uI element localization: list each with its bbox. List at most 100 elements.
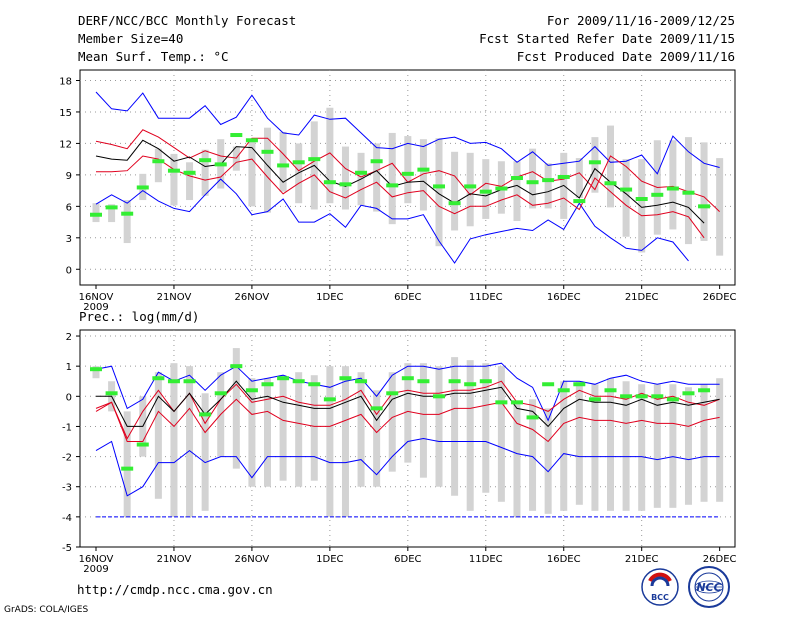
- panel-title: Prec.: log(mm/d): [79, 309, 199, 324]
- y-tick-label: 18: [59, 76, 72, 87]
- spread-box: [591, 137, 599, 193]
- spread-box: [123, 200, 131, 244]
- temperature-panel: 0 3 6 9 12 15 18 16NOV 21NOV 26NOV 1DEC 6DEC 11DEC 16…: [59, 69, 737, 313]
- spread-box: [232, 348, 240, 469]
- spread-box: [529, 399, 537, 511]
- observed-marker: [495, 186, 508, 191]
- header-started-date: Fcst Started Refer Date 2009/11/15: [479, 31, 735, 46]
- y-tick-label: -2: [62, 453, 72, 464]
- x-tick-label: 21DEC: [625, 554, 659, 565]
- ncc-logo-text: NCC: [696, 581, 721, 594]
- observed-marker: [526, 415, 539, 420]
- spread-box: [341, 146, 349, 210]
- observed-marker: [136, 185, 149, 190]
- spread-box: [388, 372, 396, 472]
- observed-marker: [479, 189, 492, 194]
- spread-box: [684, 387, 692, 505]
- y-tick-label: -3: [62, 483, 72, 494]
- observed-marker: [152, 376, 165, 381]
- y-tick-label: -5: [62, 543, 72, 554]
- observed-marker: [277, 163, 290, 168]
- precipitation-panel: -5 -4 -3 -2 -1 0 1 2 16NOV 21NOV 26NOV 1DEC 6DEC 11DE…: [62, 309, 737, 575]
- observed-marker: [666, 397, 679, 402]
- x-tick-label: 16DEC: [547, 292, 581, 303]
- x-tick-label: 21DEC: [625, 292, 659, 303]
- observed-marker: [370, 406, 383, 411]
- x-tick-label: 26DEC: [703, 554, 737, 565]
- observed-marker: [230, 133, 243, 138]
- observed-marker: [245, 388, 258, 393]
- spread-box: [575, 381, 583, 505]
- spread-box: [123, 411, 131, 517]
- observed-marker: [573, 199, 586, 204]
- spread-box: [326, 366, 334, 517]
- observed-marker: [261, 149, 274, 154]
- ensemble-mean-line: [95, 139, 705, 224]
- header-produced-date: Fcst Produced Date 2009/11/16: [516, 49, 735, 64]
- observed-marker: [526, 180, 539, 185]
- observed-marker: [199, 412, 212, 417]
- observed-marker: [604, 388, 617, 393]
- observed-marker: [292, 160, 305, 165]
- observed-marker: [682, 190, 695, 195]
- bcc-logo-text: BCC: [651, 593, 669, 602]
- observed-marker: [292, 379, 305, 384]
- spread-box: [232, 146, 240, 171]
- spread-box: [170, 153, 178, 206]
- observed-marker: [261, 382, 274, 387]
- observed-marker: [230, 364, 243, 369]
- spread-box: [482, 159, 490, 219]
- observed-marker: [105, 205, 118, 210]
- ncc-logo: NCC: [688, 566, 730, 608]
- spread-box: [684, 137, 692, 245]
- spread-box: [248, 378, 256, 487]
- y-tick-label: 3: [66, 234, 72, 245]
- spread-box: [108, 204, 116, 223]
- observed-marker: [651, 394, 664, 399]
- spread-box: [201, 393, 209, 511]
- y-tick-label: 6: [66, 202, 72, 213]
- spread-box: [451, 151, 459, 231]
- observed-marker: [510, 176, 523, 181]
- source-url[interactable]: http://cmdp.ncc.cma.gov.cn: [77, 582, 273, 597]
- spread-box: [466, 360, 474, 511]
- observed-marker: [323, 397, 336, 402]
- spread-box: [716, 158, 724, 256]
- spread-box: [201, 149, 209, 196]
- spread-box: [607, 378, 615, 511]
- observed-marker: [386, 183, 399, 188]
- observed-marker: [136, 442, 149, 447]
- min-line: [95, 437, 720, 497]
- observed-marker: [448, 201, 461, 206]
- spread-box: [513, 161, 521, 222]
- observed-marker: [557, 174, 570, 179]
- observed-marker: [308, 157, 321, 162]
- spread-box: [435, 138, 443, 247]
- observed-marker: [355, 170, 368, 175]
- spread-box: [357, 372, 365, 487]
- spread-box: [544, 408, 552, 514]
- x-tick-label: 16NOV: [79, 554, 114, 565]
- spread-box: [560, 381, 568, 511]
- spread-box: [529, 148, 537, 209]
- spread-box: [700, 384, 708, 502]
- observed-marker: [433, 184, 446, 189]
- spread-box: [638, 159, 646, 253]
- observed-marker: [90, 367, 102, 372]
- spread-box: [326, 107, 334, 204]
- header-title: DERF/NCC/BCC Monthly Forecast: [78, 13, 297, 28]
- y-tick-label: -4: [62, 513, 72, 524]
- spread-box: [669, 140, 677, 230]
- x-year-label: 2009: [83, 564, 108, 575]
- observed-marker: [557, 388, 570, 393]
- spread-box: [388, 132, 396, 225]
- observed-marker: [214, 162, 227, 167]
- observed-marker: [698, 204, 711, 209]
- observed-marker: [183, 379, 196, 384]
- header-member-size: Member Size=40: [78, 31, 184, 46]
- x-tick-label: 21NOV: [157, 292, 192, 303]
- observed-marker: [620, 187, 633, 192]
- observed-marker: [682, 391, 695, 396]
- lower-line: [96, 155, 705, 239]
